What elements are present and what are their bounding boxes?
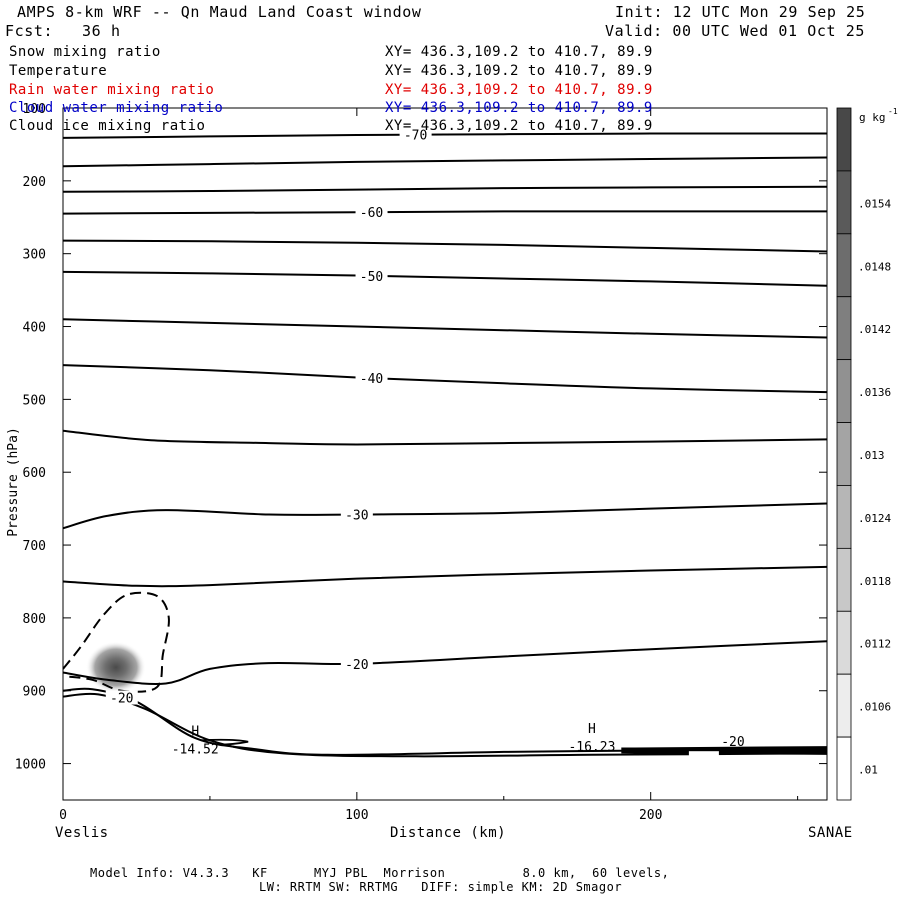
contour-label-bg	[688, 751, 719, 762]
colorbar-label: .0118	[858, 575, 891, 588]
y-tick-label: 1000	[15, 758, 46, 773]
y-tick-label: 600	[23, 466, 46, 481]
y-tick-label: 800	[23, 612, 46, 627]
colorbar-swatch	[836, 673, 852, 738]
y-tick-label: 400	[23, 321, 46, 336]
temperature-contour	[63, 210, 827, 215]
surface-temperature-band	[621, 746, 827, 755]
temperature-contour	[63, 132, 827, 139]
y-tick-label: 300	[23, 248, 46, 263]
x-tick-label: 0	[59, 808, 67, 823]
field-xy-temperature: XY= 436.3,109.2 to 410.7, 89.9	[385, 63, 653, 79]
high-marker: H	[191, 724, 199, 739]
contour-label: -30	[345, 508, 368, 523]
temperature-contour	[63, 318, 827, 339]
y-tick-label: 700	[23, 539, 46, 554]
high-value: -14.52	[172, 742, 219, 757]
contour-label: -20	[345, 658, 368, 673]
colorbar-label: .0136	[858, 386, 891, 399]
y-tick-label: 500	[23, 393, 46, 408]
forecast-hour: Fcst: 36 h	[5, 22, 121, 40]
left-endpoint-label: Veslis	[55, 825, 109, 841]
colorbar-label: .01	[858, 764, 878, 777]
temperature-contour	[63, 565, 827, 588]
contour-label: -40	[360, 372, 383, 387]
valid-time: Valid: 00 UTC Wed 01 Oct 25	[605, 22, 866, 40]
colorbar-swatch	[836, 485, 852, 549]
field-xy-cloud-water: XY= 436.3,109.2 to 410.7, 89.9	[385, 100, 653, 116]
contour-label-bg	[340, 656, 373, 671]
colorbar-swatch	[836, 107, 852, 172]
contour-label-bg	[399, 127, 432, 142]
colorbar-label: .0106	[858, 701, 891, 714]
contour-label: -20	[110, 692, 133, 707]
temperature-contour	[63, 502, 827, 530]
colorbar-unit: g kg	[859, 111, 886, 124]
colorbar-label: .0148	[858, 260, 891, 273]
contour-label: -70	[404, 129, 427, 144]
model-info-line2: LW: RRTM SW: RRTMG DIFF: simple KM: 2D S…	[259, 880, 623, 894]
field-name-rain: Rain water mixing ratio	[9, 82, 215, 98]
cloud-water-contour	[63, 591, 170, 693]
colorbar-swatch	[836, 610, 852, 675]
snow-mixing-ratio-maximum	[85, 641, 146, 694]
y-tick-label: 100	[23, 102, 46, 117]
colorbar-label: .0142	[858, 323, 891, 336]
x-tick-label: 100	[345, 808, 368, 823]
temperature-contour	[63, 270, 827, 287]
field-name-temperature: Temperature	[9, 63, 108, 79]
colorbar-swatch	[836, 736, 852, 801]
colorbar-swatch	[836, 422, 852, 486]
y-axis-label: Pressure (hPa)	[6, 427, 21, 537]
colorbar-swatch	[836, 547, 852, 612]
colorbar-label: .0154	[858, 197, 891, 210]
field-name-snow: Snow mixing ratio	[9, 44, 161, 60]
field-xy-snow: XY= 436.3,109.2 to 410.7, 89.9	[385, 44, 653, 60]
contour-label: -50	[360, 270, 383, 285]
colorbar-swatch	[836, 170, 852, 235]
contour-label: -60	[360, 206, 383, 221]
temperature-contour	[63, 429, 827, 446]
y-tick-label: 900	[23, 685, 46, 700]
colorbar-swatch	[836, 296, 852, 361]
contour-label-bg	[355, 268, 388, 283]
colorbar-label: .0124	[858, 512, 891, 525]
contour-label-bg	[355, 371, 388, 386]
x-axis-label: Distance (km)	[390, 825, 507, 841]
field-name-cloud-water: Cloud water mixing ratio	[9, 100, 224, 116]
plot-title: AMPS 8-km WRF -- Qn Maud Land Coast wind…	[17, 3, 422, 21]
colorbar-label: .0112	[858, 638, 891, 651]
contour-label-bg	[105, 690, 138, 705]
temperature-contour	[63, 185, 827, 193]
contour-label-bg	[355, 205, 388, 220]
temperature-contour	[63, 239, 827, 253]
high-marker: H	[588, 722, 596, 737]
temperature-contour	[63, 640, 827, 685]
init-time: Init: 12 UTC Mon 29 Sep 25	[615, 3, 866, 21]
temperature-contour	[63, 364, 827, 394]
field-name-cloud-ice: Cloud ice mixing ratio	[9, 118, 206, 134]
field-xy-rain: XY= 436.3,109.2 to 410.7, 89.9	[385, 82, 653, 98]
right-endpoint-label: SANAE	[808, 825, 853, 841]
high-value: -16.23	[568, 740, 615, 755]
contour-label: -20	[721, 735, 744, 750]
model-info-line1: Model Info: V4.3.3 KF MYJ PBL Morrison 8…	[90, 866, 670, 880]
colorbar-swatch	[836, 233, 852, 298]
colorbar-swatch	[836, 359, 852, 423]
colorbar-label: .013	[858, 449, 885, 462]
field-xy-cloud-ice: XY= 436.3,109.2 to 410.7, 89.9	[385, 118, 653, 134]
small-contour-hook	[201, 738, 249, 746]
contour-label-bg	[340, 507, 373, 522]
y-tick-label: 200	[23, 175, 46, 190]
temperature-contour	[63, 156, 827, 168]
x-tick-label: 200	[639, 808, 662, 823]
colorbar-unit-exponent: -1	[888, 107, 898, 116]
plot-frame	[62, 107, 828, 801]
